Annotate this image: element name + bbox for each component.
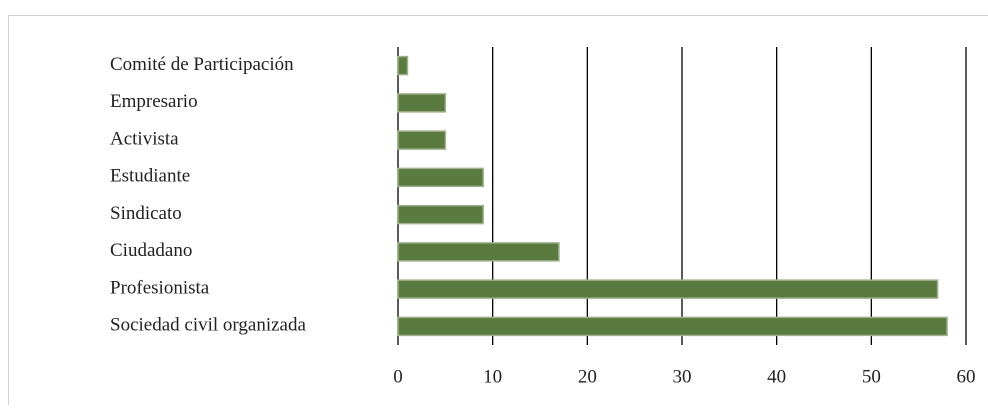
bar bbox=[398, 243, 559, 261]
bar bbox=[398, 168, 483, 186]
y-tick-label: Sociedad civil organizada bbox=[110, 315, 306, 336]
x-tick-label: 10 bbox=[483, 366, 502, 387]
y-tick-label: Sindicato bbox=[110, 203, 182, 224]
x-tick-label: 0 bbox=[393, 366, 403, 387]
bar bbox=[398, 280, 938, 298]
y-tick-label: Estudiante bbox=[110, 166, 190, 187]
x-tick-label: 20 bbox=[578, 366, 597, 387]
y-tick-label: Comité de Participación bbox=[110, 54, 294, 75]
y-tick-label: Empresario bbox=[110, 91, 198, 112]
y-tick-label: Activista bbox=[110, 128, 179, 149]
y-tick-label: Ciudadano bbox=[110, 240, 192, 261]
x-tick-label: 60 bbox=[957, 366, 976, 387]
x-tick-label: 50 bbox=[862, 366, 881, 387]
x-tick-label: 40 bbox=[767, 366, 786, 387]
bar bbox=[398, 131, 445, 149]
x-tick-label: 30 bbox=[673, 366, 692, 387]
bar bbox=[398, 206, 483, 224]
y-tick-label: Profesionista bbox=[110, 277, 210, 298]
bar bbox=[398, 57, 407, 75]
bar bbox=[398, 317, 947, 335]
bar bbox=[398, 94, 445, 112]
